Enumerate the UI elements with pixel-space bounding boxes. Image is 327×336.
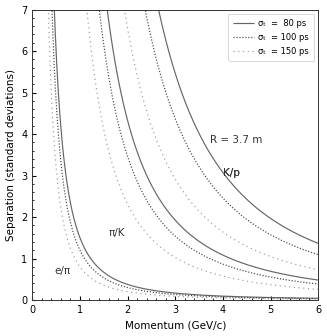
Y-axis label: Separation (standard deviations): Separation (standard deviations)	[6, 69, 16, 241]
Text: K/p: K/p	[223, 168, 240, 177]
Text: e/π: e/π	[55, 266, 71, 276]
X-axis label: Momentum (GeV/c): Momentum (GeV/c)	[125, 321, 226, 330]
Text: K/p: K/p	[223, 168, 240, 177]
Text: R = 3.7 m: R = 3.7 m	[210, 135, 262, 145]
Text: π/K: π/K	[109, 228, 125, 238]
Legend: σₜ  =  80 ps, σₜ  = 100 ps, σₜ  = 150 ps: σₜ = 80 ps, σₜ = 100 ps, σₜ = 150 ps	[229, 14, 314, 61]
